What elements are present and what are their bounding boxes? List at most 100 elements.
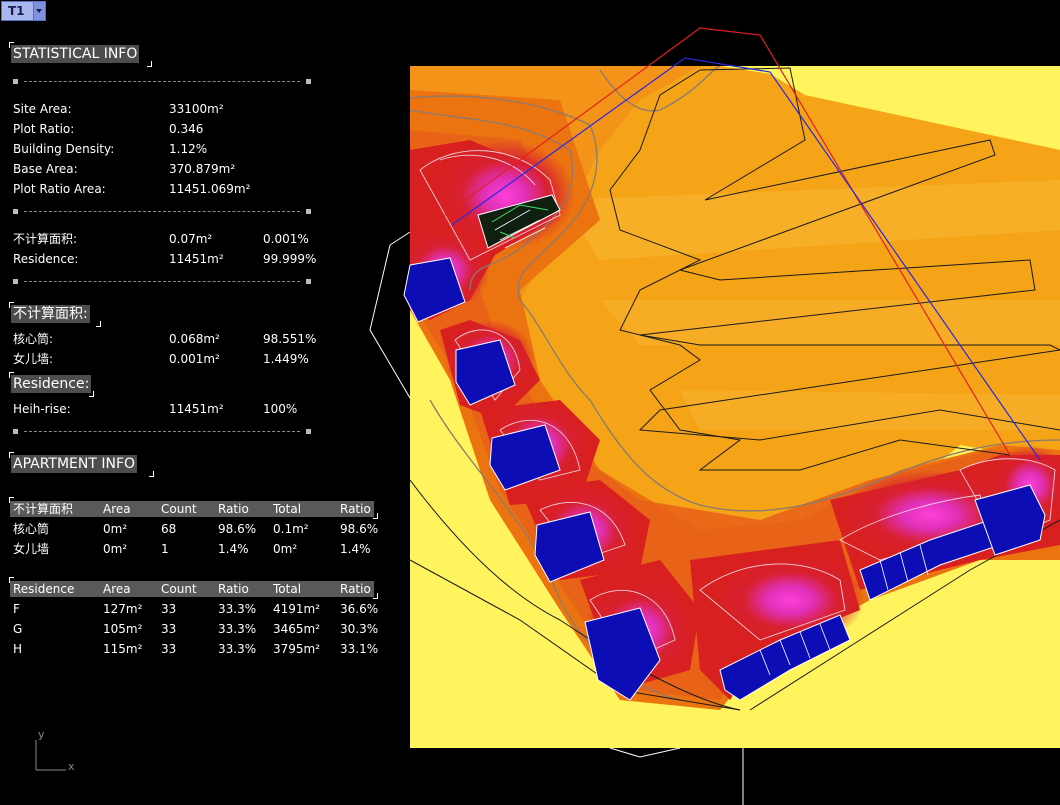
table-cell: 1.4% <box>218 542 249 556</box>
column-header: Total <box>273 502 302 516</box>
table-cell: 68 <box>161 522 177 536</box>
table-cell: 0m² <box>103 542 128 556</box>
stat-label: Residence: <box>13 252 79 266</box>
stat-percent: 100% <box>263 402 298 416</box>
column-header: Total <box>273 582 302 596</box>
separator <box>13 209 311 215</box>
column-header: Residence <box>13 582 75 596</box>
stat-label: 女儿墙: <box>13 352 54 366</box>
column-header: Ratio <box>218 582 249 596</box>
table-cell: F <box>13 602 20 616</box>
site-outline <box>369 231 744 805</box>
sunlight-heatmap <box>410 66 1060 748</box>
excluded-area-heading: 不计算面积: <box>11 305 90 323</box>
stat-percent: 99.999% <box>263 252 317 266</box>
stat-percent: 98.551% <box>263 332 317 346</box>
table-cell: 核心筒 <box>13 522 50 536</box>
table-cell: H <box>13 642 23 656</box>
stat-label: Base Area: <box>13 162 78 176</box>
table-cell: 105m² <box>103 622 143 636</box>
bracket-icon <box>9 372 14 378</box>
table-cell: 4191m² <box>273 602 321 616</box>
axis-x-label: x <box>68 760 75 773</box>
stat-label: Plot Ratio: <box>13 122 75 136</box>
column-header: Ratio <box>340 502 371 516</box>
bracket-icon <box>96 321 101 327</box>
table-cell: 女儿墙 <box>13 542 50 556</box>
bracket-icon <box>9 452 14 458</box>
stat-value: 0.346 <box>169 122 204 136</box>
table-cell: 33 <box>161 642 177 656</box>
column-header: Ratio <box>340 582 371 596</box>
residence-heading: Residence: <box>11 375 92 393</box>
bracket-icon <box>147 61 152 67</box>
stat-label: Building Density: <box>13 142 115 156</box>
viewport-tab-label: T1 <box>2 2 33 20</box>
table-cell: 115m² <box>103 642 143 656</box>
stat-percent: 1.449% <box>263 352 309 366</box>
table-cell: 33.3% <box>218 622 257 636</box>
column-header: 不计算面积 <box>13 502 74 516</box>
analysis-marker <box>491 204 549 239</box>
bracket-icon <box>9 302 14 308</box>
separator <box>13 79 311 85</box>
site-boundary-lines <box>444 27 1041 461</box>
stat-value: 1.12% <box>169 142 208 156</box>
stat-label: 核心筒: <box>13 332 54 346</box>
stat-value: 0.068m² <box>169 332 220 346</box>
table-cell: 33.3% <box>218 602 257 616</box>
table-cell: 1 <box>161 542 169 556</box>
building-details <box>494 209 929 676</box>
stat-value: 11451m² <box>169 252 224 266</box>
table-header-bar <box>10 581 374 597</box>
buildings <box>403 194 1046 701</box>
bracket-icon <box>373 593 378 599</box>
table-cell: 36.6% <box>340 602 379 616</box>
table-cell: G <box>13 622 23 636</box>
apartment-info-heading: APARTMENT INFO <box>11 455 138 473</box>
table-header-bar <box>10 501 374 517</box>
stat-value: 11451.069m² <box>169 182 251 196</box>
info-panel: STATISTICAL INFO Site Area: 33100m² Plot… <box>0 0 400 805</box>
table-cell: 127m² <box>103 602 143 616</box>
bracket-icon <box>9 577 14 583</box>
stat-label: 不计算面积: <box>13 232 78 246</box>
statistical-info-heading: STATISTICAL INFO <box>11 45 140 63</box>
column-header: Ratio <box>218 502 249 516</box>
stat-percent: 0.001% <box>263 232 309 246</box>
column-header: Area <box>103 582 131 596</box>
axis-icon: y x <box>35 728 75 773</box>
stat-value: 33100m² <box>169 102 224 116</box>
bracket-icon <box>9 497 14 503</box>
column-header: Area <box>103 502 131 516</box>
table-cell: 0m² <box>273 542 298 556</box>
table-cell: 0m² <box>103 522 128 536</box>
table-cell: 98.6% <box>340 522 379 536</box>
separator <box>13 429 311 435</box>
table-cell: 33.3% <box>218 642 257 656</box>
bracket-icon <box>89 391 94 397</box>
table-cell: 33 <box>161 602 177 616</box>
column-header: Count <box>161 502 197 516</box>
stat-value: 11451m² <box>169 402 224 416</box>
table-cell: 98.6% <box>218 522 257 536</box>
column-header: Count <box>161 582 197 596</box>
stat-label: Heih-rise: <box>13 402 71 416</box>
stat-label: Plot Ratio Area: <box>13 182 106 196</box>
table-cell: 3465m² <box>273 622 321 636</box>
stat-value: 0.001m² <box>169 352 220 366</box>
viewport-tab[interactable]: T1 <box>1 1 46 21</box>
chevron-down-icon[interactable] <box>32 2 45 20</box>
bracket-icon <box>9 42 14 48</box>
bracket-icon <box>373 513 378 519</box>
table-cell: 1.4% <box>340 542 371 556</box>
stat-label: Site Area: <box>13 102 72 116</box>
stat-value: 0.07m² <box>169 232 213 246</box>
table-cell: 0.1m² <box>273 522 309 536</box>
table-cell: 33 <box>161 622 177 636</box>
stat-value: 370.879m² <box>169 162 236 176</box>
table-cell: 30.3% <box>340 622 379 636</box>
table-cell: 33.1% <box>340 642 379 656</box>
axis-y-label: y <box>38 728 45 741</box>
